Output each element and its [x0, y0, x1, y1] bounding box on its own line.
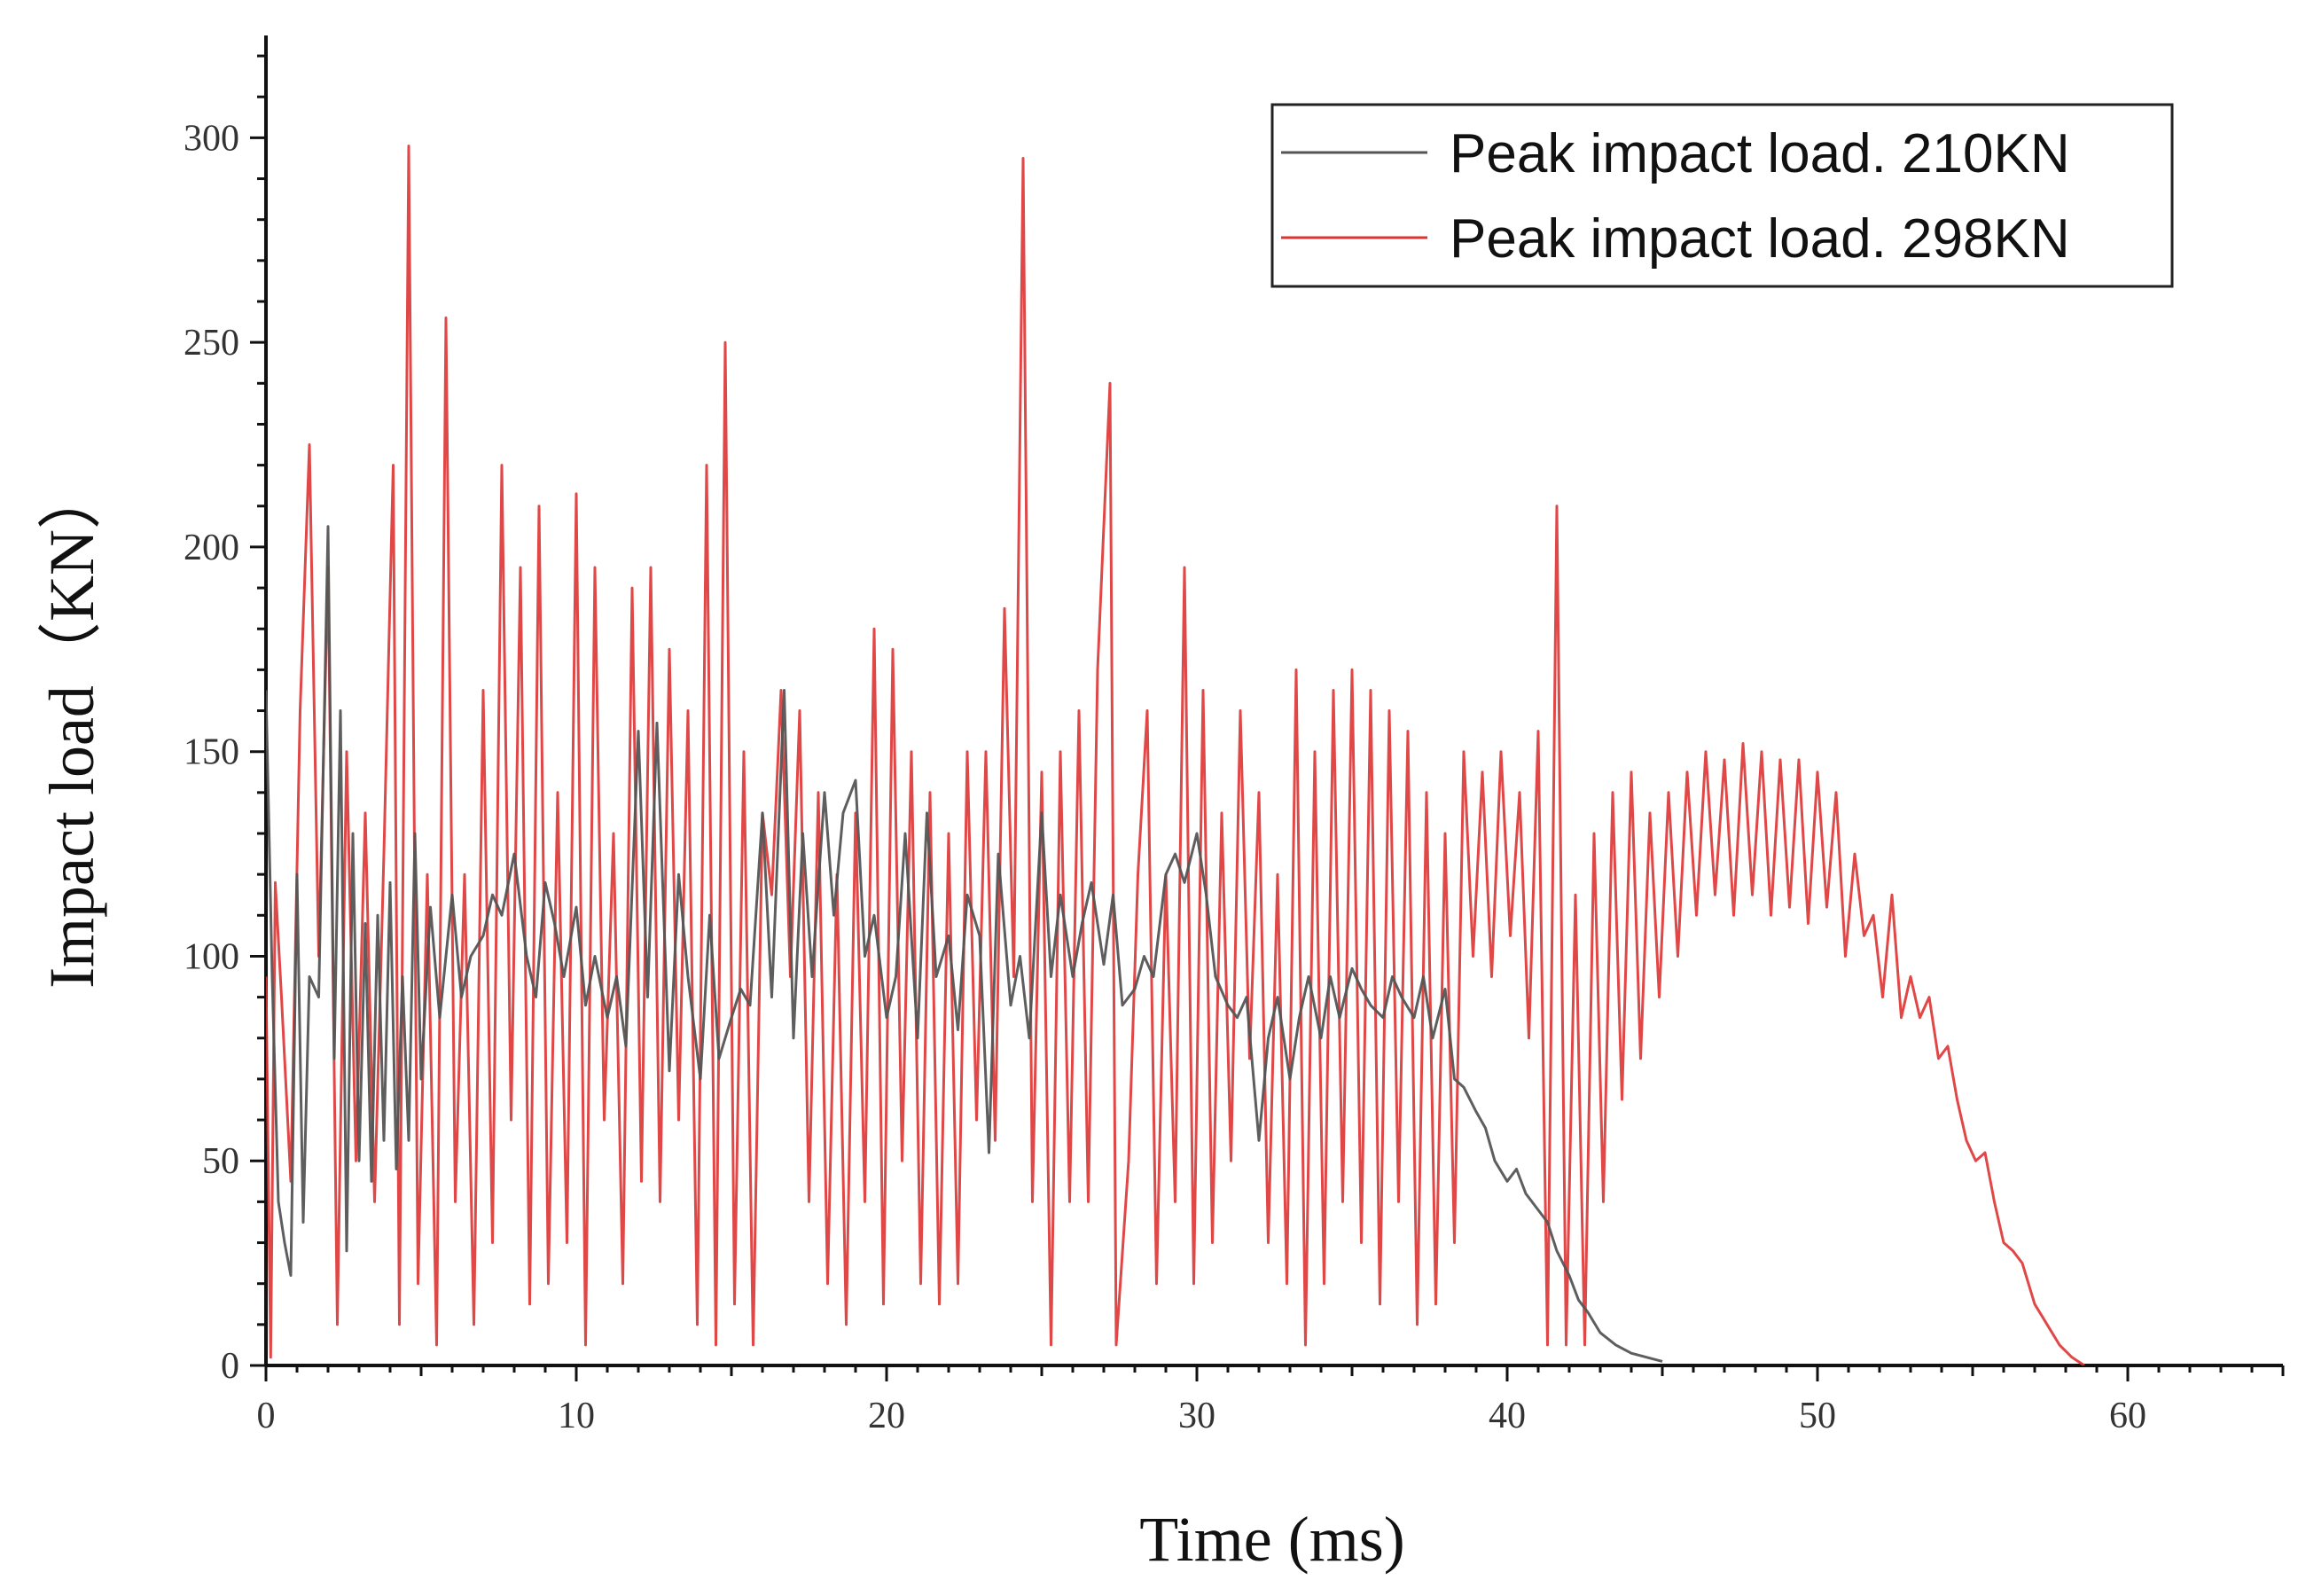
x-axis-title: Time (ms) — [1139, 1504, 1404, 1575]
legend-label-series-2: Peak impact load. 298KN — [1450, 208, 2070, 270]
legend: Peak impact load. 210KN Peak impact load… — [1270, 103, 2174, 288]
y-axis-title: Impact load（KN） — [36, 466, 107, 989]
y-tick-label: 0 — [221, 1346, 239, 1387]
x-tick-label: 50 — [1799, 1396, 1836, 1436]
series-line-2 — [266, 145, 2085, 1365]
y-tick-label: 150 — [184, 732, 239, 773]
series-layer — [266, 145, 2085, 1365]
x-tick-label: 10 — [558, 1396, 595, 1436]
legend-label-series-1: Peak impact load. 210KN — [1450, 123, 2070, 184]
x-tick-label: 40 — [1489, 1396, 1526, 1436]
legend-box — [1270, 103, 2174, 288]
y-tick-label: 300 — [184, 118, 239, 159]
series-line-1 — [266, 525, 1663, 1363]
y-tick-label: 100 — [184, 936, 239, 977]
x-tick-label: 0 — [257, 1396, 276, 1436]
y-tick-label: 50 — [202, 1141, 239, 1182]
y-tick-label: 250 — [184, 323, 239, 364]
x-tick-label: 20 — [868, 1396, 905, 1436]
x-tick-label: 30 — [1178, 1396, 1215, 1436]
x-tick-label: 60 — [2109, 1396, 2146, 1436]
y-tick-label: 200 — [184, 528, 239, 568]
ticks: 0 10 20 30 40 50 60 0 50 100 150 200 250 300 — [184, 54, 2285, 1436]
